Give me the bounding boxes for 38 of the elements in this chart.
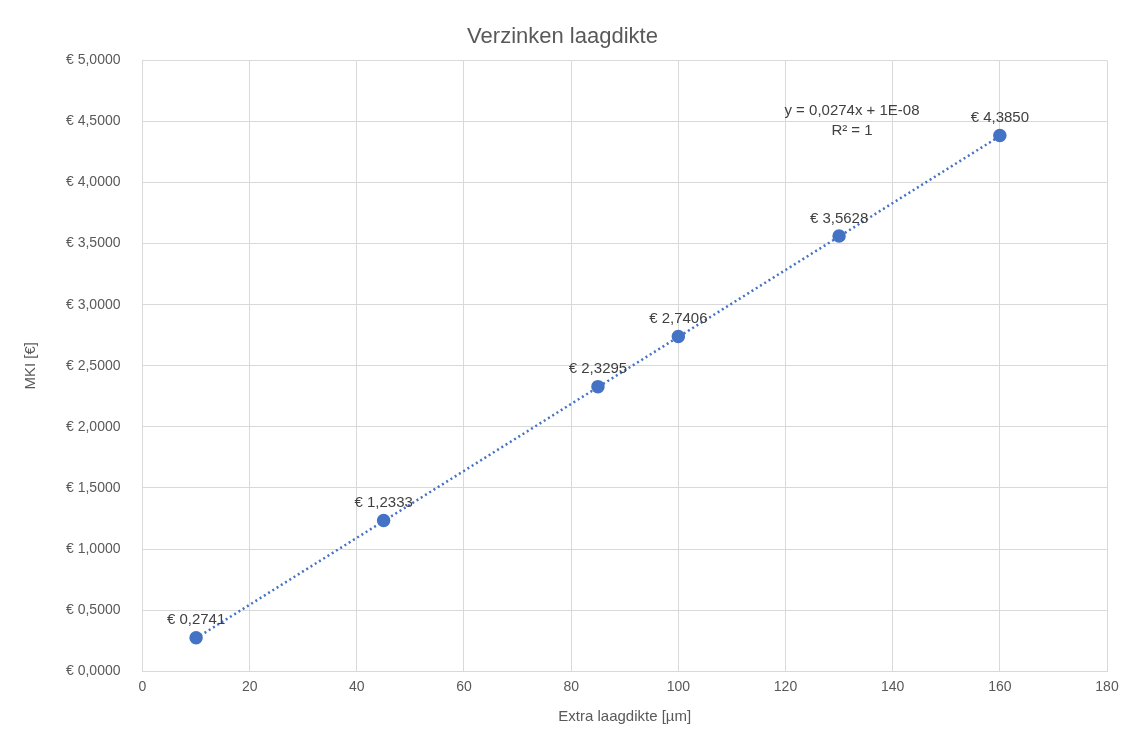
- x-tick-label: 20: [241, 678, 258, 695]
- point: [591, 379, 605, 394]
- y-tick-label: € 1,5000: [66, 478, 121, 495]
- y-tick-label: € 2,5000: [66, 356, 121, 373]
- y-tick-label: € 4,5000: [66, 112, 121, 129]
- y-axis-title: MKI [€]: [21, 342, 39, 390]
- y-tick-label: € 0,5000: [66, 600, 121, 617]
- x-tick-label: 100: [666, 678, 691, 695]
- data-label: € 2,3295: [568, 359, 628, 377]
- point: [993, 128, 1007, 143]
- y-tick-label: € 2,0000: [66, 417, 121, 434]
- x-tick-label: 140: [880, 678, 905, 695]
- x-tick-label: 180: [1095, 678, 1119, 695]
- annotation: y = 0,0274x + 1E-08: [784, 101, 920, 119]
- data-label: € 2,7406: [649, 309, 708, 327]
- x-tick-label: 60: [456, 678, 472, 695]
- x-tick-label: 80: [563, 678, 580, 695]
- data-label: € 1,2333: [354, 493, 413, 511]
- point: [376, 513, 391, 528]
- x-tick-label: 40: [349, 678, 365, 695]
- chart-title: Verzinken laagdikte: [467, 23, 658, 49]
- x-tick-label: 120: [773, 678, 798, 695]
- data-label: € 4,3850: [970, 108, 1030, 126]
- y-tick-label: € 1,0000: [66, 539, 121, 556]
- y-tick-label: € 5,0000: [66, 51, 121, 68]
- data-label: € 3,5628: [809, 208, 869, 226]
- y-tick-label: € 3,5000: [66, 234, 121, 251]
- y-tick-label: € 4,0000: [66, 173, 121, 190]
- point: [189, 630, 203, 645]
- point: [671, 329, 686, 344]
- x-tick-label: 160: [988, 678, 1012, 695]
- annotation: R² = 1: [831, 121, 873, 139]
- y-tick-label: € 0,0000: [66, 662, 121, 679]
- data-label: € 0,2741: [166, 610, 226, 628]
- x-tick-label: 0: [138, 678, 147, 695]
- y-tick-label: € 3,0000: [66, 295, 121, 312]
- point: [832, 229, 846, 243]
- x-axis-title: Extra laagdikte [µm]: [558, 707, 692, 725]
